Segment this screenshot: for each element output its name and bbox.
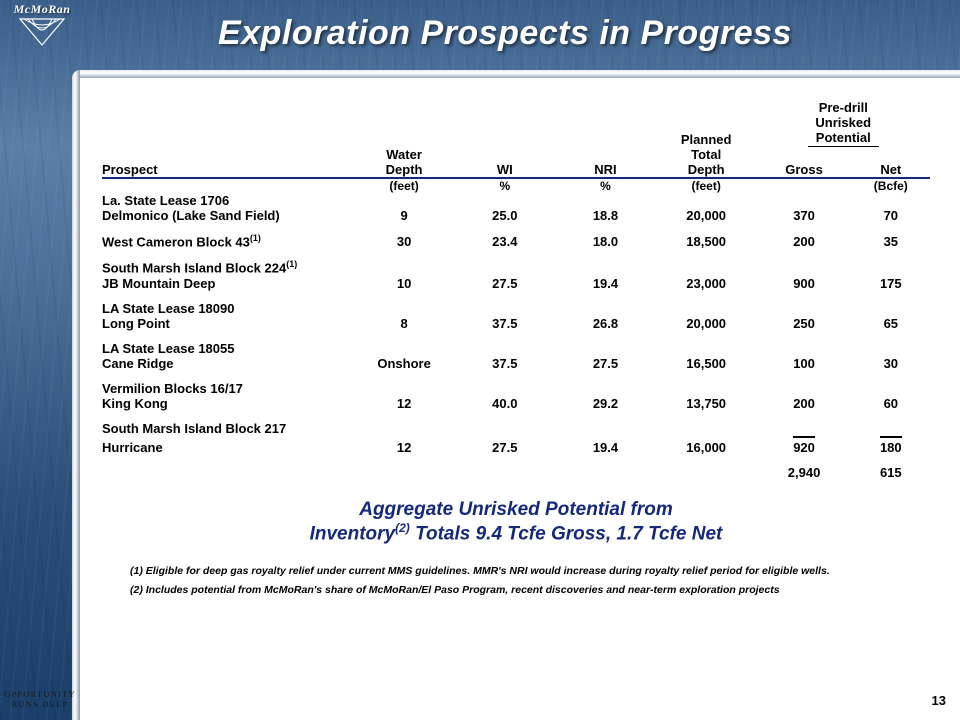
header-ptd-l2: Total bbox=[656, 147, 757, 162]
table-row: LA State Lease 18055 bbox=[102, 341, 930, 356]
summary-line1: Aggregate Unrisked Potential from bbox=[359, 499, 673, 520]
panel-top-edge bbox=[78, 70, 960, 78]
brand-name: McMoRan bbox=[14, 2, 71, 17]
summary-sup: (2) bbox=[395, 521, 410, 535]
panel-left-edge bbox=[72, 78, 80, 720]
row-gap bbox=[102, 455, 930, 465]
units-row: (feet) % % (feet) (Bcfe) bbox=[102, 178, 930, 193]
tagline-line1: OPPORTUNITY bbox=[0, 689, 80, 700]
total-net: 615 bbox=[852, 465, 930, 480]
content-area: Planned Pre-drill Unrisked Potential Wat… bbox=[102, 100, 930, 601]
table-row: South Marsh Island Block 217 bbox=[102, 421, 930, 436]
header-water-depth-l1: Water bbox=[354, 147, 455, 162]
header-prospect: Prospect bbox=[102, 162, 354, 177]
table-row: South Marsh Island Block 224(1) bbox=[102, 259, 930, 275]
header-water-depth-l2: Depth bbox=[354, 162, 455, 177]
header-ptd-l3: Depth bbox=[656, 162, 757, 177]
table-row: Long Point837.526.820,00025065 bbox=[102, 316, 930, 331]
unit-nri: % bbox=[555, 178, 656, 193]
header-ptd-l1: Planned bbox=[656, 100, 757, 147]
tagline-line2: RUNS DEEP bbox=[0, 699, 80, 710]
header-nri: NRI bbox=[555, 147, 656, 177]
row-gap bbox=[102, 223, 930, 233]
unit-ptd: (feet) bbox=[656, 178, 757, 193]
unit-water-depth: (feet) bbox=[354, 178, 455, 193]
summary-statement: Aggregate Unrisked Potential from Invent… bbox=[102, 498, 930, 547]
header-predrill-l3: Potential bbox=[808, 130, 879, 147]
unit-wi: % bbox=[454, 178, 555, 193]
row-gap bbox=[102, 291, 930, 301]
header-predrill-l1: Pre-drill bbox=[819, 100, 868, 115]
summary-line2b: Totals 9.4 Tcfe Gross, 1.7 Tcfe Net bbox=[410, 524, 723, 545]
table-row: King Kong1240.029.213,75020060 bbox=[102, 396, 930, 411]
footnote-2: (2) Includes potential from McMoRan's sh… bbox=[130, 583, 902, 597]
page-number: 13 bbox=[932, 693, 946, 708]
totals-row: 2,940 615 bbox=[102, 465, 930, 480]
total-gross: 2,940 bbox=[757, 465, 852, 480]
row-gap bbox=[102, 411, 930, 421]
table-row: JB Mountain Deep1027.519.423,000900175 bbox=[102, 276, 930, 291]
table-header-row1b: Water WI NRI Total Gross Net bbox=[102, 147, 930, 162]
row-gap bbox=[102, 249, 930, 259]
table-row: Hurricane1227.519.416,000920180 bbox=[102, 436, 930, 455]
table-header-row1: Planned Pre-drill Unrisked Potential bbox=[102, 100, 930, 147]
summary-line2a: Inventory bbox=[310, 524, 396, 545]
header-net: Net bbox=[852, 147, 930, 177]
table-row: West Cameron Block 43(1)3023.418.018,500… bbox=[102, 233, 930, 249]
prospects-table: Planned Pre-drill Unrisked Potential Wat… bbox=[102, 100, 930, 480]
header-predrill-l2: Unrisked bbox=[815, 115, 871, 130]
footnote-1: (1) Eligible for deep gas royalty relief… bbox=[130, 564, 902, 578]
header-wi: WI bbox=[454, 147, 555, 177]
brand-logo-mark bbox=[18, 17, 66, 47]
footnotes: (1) Eligible for deep gas royalty relief… bbox=[102, 564, 930, 596]
content-panel: Planned Pre-drill Unrisked Potential Wat… bbox=[80, 78, 960, 720]
row-gap bbox=[102, 371, 930, 381]
table-row: Delmonico (Lake Sand Field)925.018.820,0… bbox=[102, 208, 930, 223]
slide-title: Exploration Prospects in Progress bbox=[110, 14, 900, 53]
brand-logo: McMoRan bbox=[8, 2, 76, 60]
unit-net: (Bcfe) bbox=[852, 178, 930, 193]
table-row: LA State Lease 18090 bbox=[102, 301, 930, 316]
row-gap bbox=[102, 331, 930, 341]
header-gross: Gross bbox=[757, 147, 852, 177]
table-row: Cane RidgeOnshore37.527.516,50010030 bbox=[102, 356, 930, 371]
brand-tagline: OPPORTUNITY RUNS DEEP bbox=[0, 689, 80, 710]
table-row: Vermilion Blocks 16/17 bbox=[102, 381, 930, 396]
table-row: La. State Lease 1706 bbox=[102, 193, 930, 208]
